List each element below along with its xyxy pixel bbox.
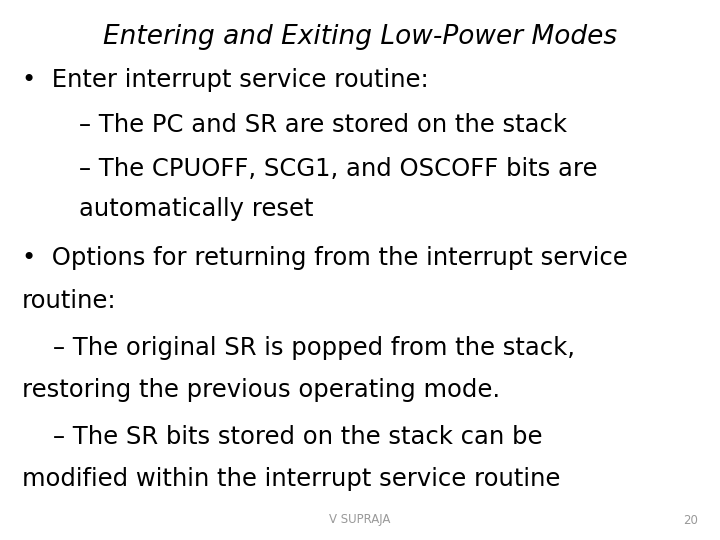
Text: •  Enter interrupt service routine:: • Enter interrupt service routine:	[22, 68, 428, 91]
Text: 20: 20	[683, 514, 698, 526]
Text: – The CPUOFF, SCG1, and OSCOFF bits are: – The CPUOFF, SCG1, and OSCOFF bits are	[79, 157, 598, 180]
Text: Entering and Exiting Low-Power Modes: Entering and Exiting Low-Power Modes	[103, 24, 617, 50]
Text: modified within the interrupt service routine: modified within the interrupt service ro…	[22, 467, 560, 491]
Text: – The PC and SR are stored on the stack: – The PC and SR are stored on the stack	[79, 113, 567, 137]
Text: – The SR bits stored on the stack can be: – The SR bits stored on the stack can be	[22, 425, 542, 449]
Text: V SUPRAJA: V SUPRAJA	[329, 514, 391, 526]
Text: automatically reset: automatically reset	[79, 197, 314, 221]
Text: routine:: routine:	[22, 289, 116, 313]
Text: – The original SR is popped from the stack,: – The original SR is popped from the sta…	[22, 336, 575, 360]
Text: restoring the previous operating mode.: restoring the previous operating mode.	[22, 378, 500, 402]
Text: •  Options for returning from the interrupt service: • Options for returning from the interru…	[22, 246, 627, 269]
